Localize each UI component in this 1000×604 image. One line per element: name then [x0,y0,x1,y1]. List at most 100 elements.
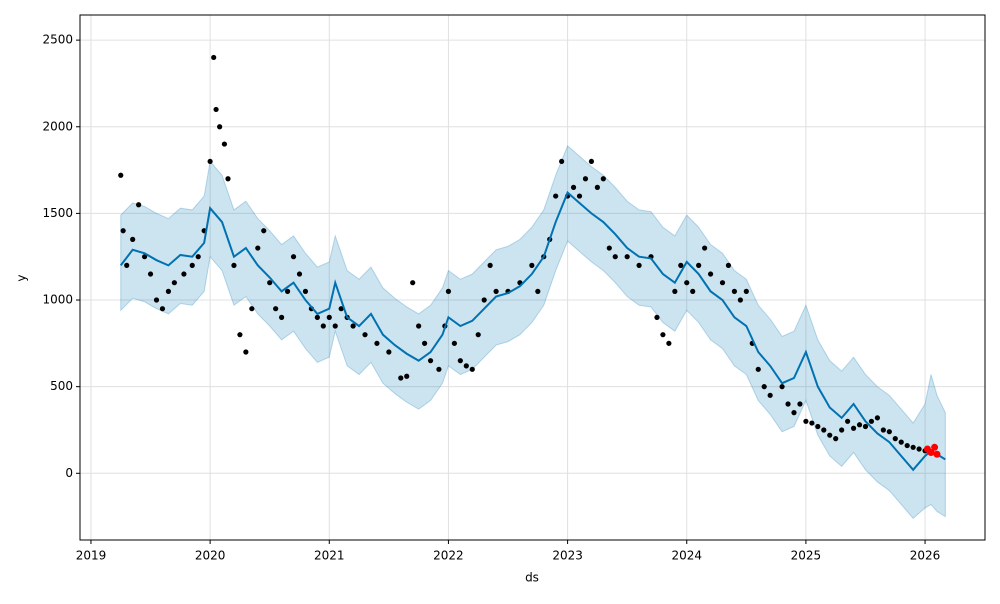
y-tick-label: 2000 [42,119,73,133]
x-axis-label: ds [525,571,539,585]
observation [422,340,428,346]
observation [725,262,732,268]
x-tick-label: 2020 [195,549,226,563]
x-tick-label: 2025 [791,549,822,563]
observation [120,228,126,234]
observation [827,432,833,438]
observation [463,363,469,369]
observation [487,262,493,268]
y-tick-label: 1000 [42,293,73,307]
observation [553,193,559,199]
observation [255,245,261,251]
observation [225,176,231,182]
observation [404,373,410,379]
observation [231,262,237,268]
x-tick-label: 2021 [314,549,345,563]
observation [290,254,297,260]
forecast-line [119,190,946,472]
observation [296,271,303,277]
observation [181,271,187,277]
observation [213,106,219,113]
observation [279,314,285,320]
observation [124,262,130,268]
observation [130,236,136,242]
y-tick-label: 0 [65,466,73,480]
observation [273,306,279,312]
observation [469,366,475,372]
observation [249,306,255,312]
observation [606,245,612,251]
observation [702,245,708,251]
observation [570,184,577,191]
observation [261,228,267,234]
observation [892,436,898,442]
observation [332,323,338,329]
observation [314,314,320,320]
y-tick-label: 500 [50,379,73,393]
x-tick-label: 2023 [552,549,583,563]
observation [791,410,797,416]
observation [171,280,177,286]
x-tick-label: 2022 [433,549,464,563]
observation [165,288,172,294]
observation [856,422,863,428]
observation [398,375,404,381]
observation [147,271,154,277]
y-tick-label: 1500 [42,206,73,220]
observation [153,297,160,303]
observation [839,427,845,433]
observation [457,358,463,364]
observation [845,418,851,424]
observation [427,358,434,364]
observation [267,280,273,286]
observation [326,314,332,320]
observation [451,340,457,346]
observation [118,172,124,178]
observation [666,340,672,346]
observation [211,54,217,61]
observation [159,306,166,312]
x-tick-label: 2024 [671,549,702,563]
observation [529,262,535,268]
observation [350,323,356,329]
observation [416,323,422,329]
observation [243,349,249,355]
observation [696,262,702,268]
observation [386,349,392,355]
observation [850,425,857,431]
uncertainty-band [120,144,946,520]
observation [136,202,142,208]
highlight-point [927,449,935,456]
observation [779,384,785,390]
plot-frame [79,14,986,541]
observation [815,423,821,430]
observation [690,288,696,294]
observation [576,193,583,199]
observation [588,158,595,165]
observation [719,280,726,286]
observation [672,288,678,294]
observation [916,446,922,452]
observation [707,271,714,277]
observation [767,392,773,398]
observation [898,439,904,445]
observation [660,332,666,338]
observation [755,366,761,372]
y-axis-label: y [15,274,29,281]
observation [195,254,201,260]
observation [141,254,148,260]
observation [862,423,869,430]
observation [809,420,815,426]
observation [207,158,213,165]
highlight-point [931,443,939,451]
observation [436,366,442,372]
observation [868,418,875,424]
observation [481,297,487,303]
observation [874,415,881,421]
observation [684,280,690,286]
observation [833,436,839,442]
observation [582,176,589,182]
observation [624,254,630,260]
observation [821,427,827,433]
